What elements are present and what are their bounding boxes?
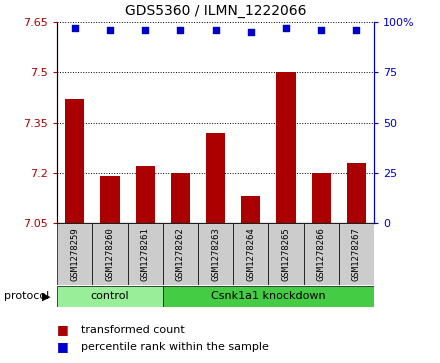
Title: GDS5360 / ILMN_1222066: GDS5360 / ILMN_1222066 xyxy=(125,4,306,18)
FancyBboxPatch shape xyxy=(163,223,198,285)
FancyBboxPatch shape xyxy=(339,223,374,285)
Point xyxy=(212,27,219,33)
Point xyxy=(106,27,114,33)
Text: GSM1278262: GSM1278262 xyxy=(176,227,185,281)
Bar xyxy=(100,176,120,223)
FancyBboxPatch shape xyxy=(268,223,304,285)
Point xyxy=(177,27,184,33)
Point xyxy=(282,25,290,31)
Text: ▶: ▶ xyxy=(42,291,51,301)
FancyBboxPatch shape xyxy=(57,286,163,307)
Bar xyxy=(347,163,366,223)
FancyBboxPatch shape xyxy=(128,223,163,285)
Text: GSM1278266: GSM1278266 xyxy=(317,227,326,281)
Bar xyxy=(241,196,260,223)
Text: GSM1278259: GSM1278259 xyxy=(70,227,79,281)
Point xyxy=(353,27,360,33)
Text: Csnk1a1 knockdown: Csnk1a1 knockdown xyxy=(211,291,326,301)
Text: GSM1278264: GSM1278264 xyxy=(246,227,255,281)
Point xyxy=(247,29,254,35)
Point xyxy=(71,25,78,31)
Text: GSM1278260: GSM1278260 xyxy=(106,227,114,281)
Text: protocol: protocol xyxy=(4,291,50,301)
Bar xyxy=(276,72,296,223)
Text: ■: ■ xyxy=(57,340,69,353)
Bar xyxy=(312,173,331,223)
FancyBboxPatch shape xyxy=(57,223,92,285)
Text: ■: ■ xyxy=(57,323,69,336)
Text: GSM1278263: GSM1278263 xyxy=(211,227,220,281)
Point xyxy=(142,27,149,33)
Bar xyxy=(136,166,155,223)
FancyBboxPatch shape xyxy=(92,223,128,285)
Bar xyxy=(206,132,225,223)
Text: control: control xyxy=(91,291,129,301)
Text: GSM1278265: GSM1278265 xyxy=(282,227,290,281)
FancyBboxPatch shape xyxy=(198,223,233,285)
Bar xyxy=(171,173,190,223)
Text: transformed count: transformed count xyxy=(81,325,185,335)
FancyBboxPatch shape xyxy=(163,286,374,307)
FancyBboxPatch shape xyxy=(233,223,268,285)
Point xyxy=(318,27,325,33)
Text: GSM1278267: GSM1278267 xyxy=(352,227,361,281)
Bar xyxy=(65,99,84,223)
Text: percentile rank within the sample: percentile rank within the sample xyxy=(81,342,269,352)
Text: GSM1278261: GSM1278261 xyxy=(141,227,150,281)
FancyBboxPatch shape xyxy=(304,223,339,285)
